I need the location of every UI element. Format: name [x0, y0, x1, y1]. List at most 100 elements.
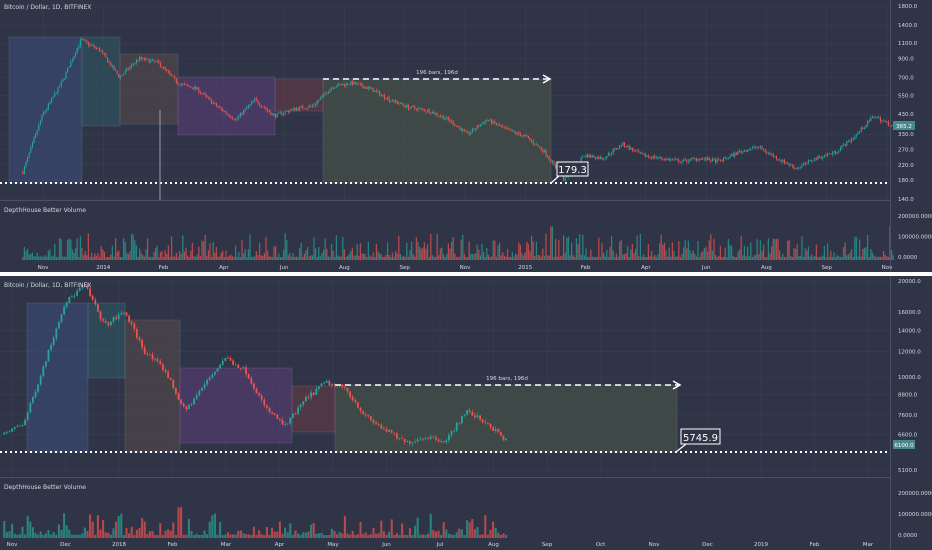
volume-bar — [422, 247, 424, 260]
volume-bar — [838, 256, 840, 260]
phase-box[interactable] — [177, 76, 276, 136]
volume-bar — [617, 256, 619, 260]
candle-body — [395, 433, 398, 439]
candle-body — [315, 104, 317, 106]
volume-bar — [721, 256, 723, 260]
volume-bar — [87, 233, 90, 260]
phase-box[interactable] — [26, 302, 89, 453]
candle-body — [595, 157, 597, 159]
volume-bar — [122, 534, 125, 538]
bottom-annotation-box[interactable] — [680, 428, 721, 445]
volume-bar — [325, 534, 328, 538]
bottom-time-axis[interactable]: Nov Dec 2018 Feb Mar Apr May Jun Jul Aug Sep Oct Nov… — [7, 542, 874, 548]
candle-body — [828, 153, 830, 155]
candle-body — [330, 384, 333, 386]
volume-bar — [641, 256, 643, 260]
volume-bar — [210, 256, 213, 260]
price-tick-label: 20000.0 — [898, 279, 921, 285]
candle-body — [219, 107, 221, 108]
candle-body — [350, 81, 352, 85]
volume-tick-label: 0.0000 — [898, 255, 918, 261]
volume-bar — [454, 253, 456, 260]
volume-bar — [110, 254, 112, 260]
volume-bar — [226, 532, 229, 538]
candle-body — [702, 158, 704, 160]
phase-box[interactable] — [274, 78, 324, 112]
time-tick-label: Dec — [702, 542, 713, 548]
candle-body — [372, 420, 375, 423]
volume-bar — [705, 246, 707, 260]
candle-body — [235, 119, 237, 121]
volume-bar — [812, 256, 814, 260]
bottom-price-axis[interactable]: 20000.016000.014000.012000.010000.08800.… — [898, 279, 921, 474]
candle-body — [646, 155, 648, 157]
volume-bar — [436, 234, 438, 260]
volume-bar — [545, 233, 547, 260]
phase-box[interactable] — [87, 302, 126, 379]
volume-bar — [599, 256, 602, 260]
candle-body — [719, 160, 721, 161]
candle-body — [793, 166, 795, 169]
bottom-volume-pane[interactable] — [0, 478, 890, 538]
phase-box[interactable] — [322, 78, 552, 184]
candle-body — [276, 113, 278, 118]
volume-bar — [286, 532, 289, 538]
volume-bar — [353, 255, 355, 260]
volume-bar — [154, 248, 157, 260]
top-time-axis[interactable]: Nov 2014 Feb Apr Jun Aug Sep Nov 2015 Feb Apr Jun Au… — [38, 265, 893, 271]
volume-bar — [429, 513, 432, 538]
candle-body — [606, 156, 608, 159]
candle-body — [662, 158, 664, 160]
volume-bar — [756, 239, 758, 260]
candle-body — [785, 162, 787, 164]
volume-bar — [676, 256, 678, 260]
candle-body — [715, 159, 717, 163]
candle-body — [26, 412, 29, 420]
volume-bar — [34, 256, 37, 260]
phase-box[interactable] — [124, 319, 181, 453]
volume-bar — [135, 245, 138, 260]
volume-bar — [518, 242, 520, 260]
volume-bar — [142, 255, 144, 260]
volume-bar — [29, 521, 32, 538]
candle-body — [333, 384, 336, 385]
volume-bar — [169, 530, 172, 538]
candle-body — [692, 158, 694, 160]
candle-body — [76, 290, 79, 296]
top-annotation-box[interactable] — [556, 161, 589, 177]
candle-body — [214, 102, 216, 104]
candle-body — [65, 302, 68, 307]
candle-body — [52, 96, 54, 99]
volume-bar — [633, 253, 635, 260]
candle-body — [486, 120, 488, 121]
volume-bar — [842, 247, 845, 260]
candle-body — [636, 150, 638, 152]
candle-body — [868, 120, 870, 122]
candle-body — [213, 371, 216, 375]
volume-bar — [126, 252, 128, 260]
candle-body — [649, 156, 651, 158]
candle-body — [403, 104, 405, 106]
candle-body — [398, 103, 400, 105]
candle-body — [654, 155, 656, 159]
volume-bar — [323, 534, 326, 538]
candle-body — [421, 438, 424, 440]
phase-box[interactable] — [334, 384, 678, 453]
candle-body — [55, 328, 58, 339]
volume-bar — [30, 253, 32, 260]
candle-body — [295, 108, 297, 111]
candle-body — [446, 117, 448, 119]
candle-body — [795, 167, 797, 169]
phase-box[interactable] — [179, 367, 293, 444]
candle-body — [343, 84, 345, 86]
candle-body — [131, 64, 133, 67]
volume-bar — [44, 255, 46, 260]
phase-box[interactable] — [119, 53, 179, 125]
phase-box[interactable] — [8, 36, 83, 184]
top-price-axis[interactable]: 1800.01400.01100.0900.0700.0550.0430.033… — [898, 4, 918, 203]
candle-body — [422, 108, 424, 110]
volume-bar — [593, 256, 595, 260]
candle-body — [753, 146, 755, 148]
candle-body — [860, 127, 862, 132]
